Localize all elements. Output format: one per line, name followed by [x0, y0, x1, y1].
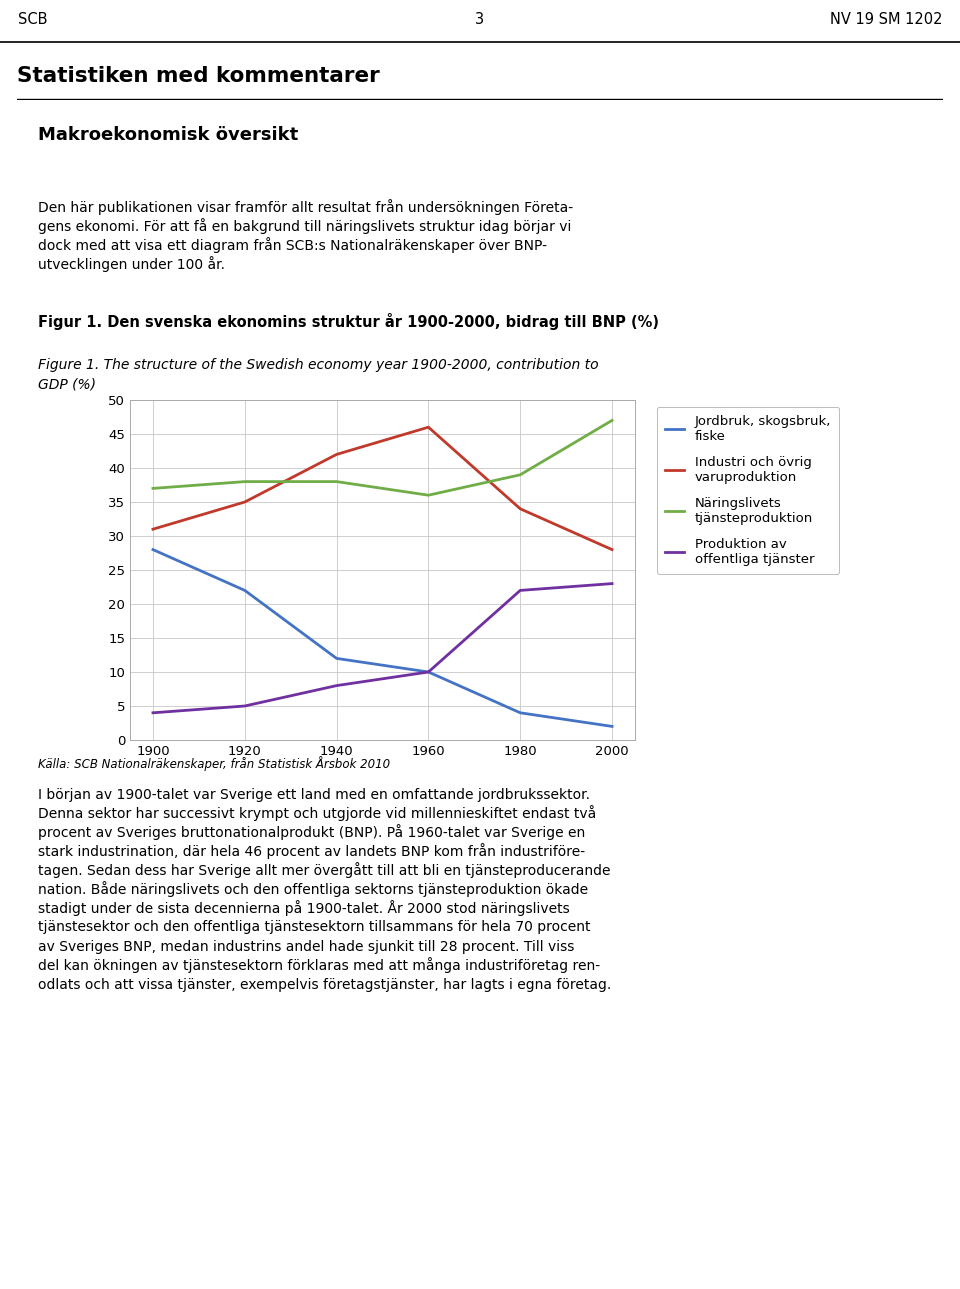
Text: Figur 1. Den svenska ekonomins struktur år 1900-2000, bidrag till BNP (%): Figur 1. Den svenska ekonomins struktur … [38, 312, 660, 330]
Text: stark industrination, där hela 46 procent av landets BNP kom från industriföre-: stark industrination, där hela 46 procen… [38, 843, 586, 860]
Text: Den här publikationen visar framför allt resultat från undersökningen Företa-: Den här publikationen visar framför allt… [38, 200, 573, 215]
Text: Figure 1. The structure of the Swedish economy year 1900-2000, contribution to: Figure 1. The structure of the Swedish e… [38, 358, 599, 373]
Text: dock med att visa ett diagram från SCB:s Nationalräkenskaper över BNP-: dock med att visa ett diagram från SCB:s… [38, 237, 547, 254]
Text: gens ekonomi. För att få en bakgrund till näringslivets struktur idag börjar vi: gens ekonomi. För att få en bakgrund til… [38, 219, 572, 235]
Text: del kan ökningen av tjänstesektorn förklaras med att många industriföretag ren-: del kan ökningen av tjänstesektorn förkl… [38, 958, 601, 973]
Text: tagen. Sedan dess har Sverige allt mer övergått till att bli en tjänsteproducera: tagen. Sedan dess har Sverige allt mer ö… [38, 862, 611, 879]
Text: I början av 1900-talet var Sverige ett land med en omfattande jordbrukssektor.: I början av 1900-talet var Sverige ett l… [38, 788, 590, 802]
Text: GDP (%): GDP (%) [38, 376, 96, 391]
Text: tjänstesektor och den offentliga tjänstesektorn tillsammans för hela 70 procent: tjänstesektor och den offentliga tjänste… [38, 920, 591, 935]
Text: Statistiken med kommentarer: Statistiken med kommentarer [17, 66, 380, 86]
Text: odlats och att vissa tjänster, exempelvis företagstjänster, har lagts i egna för: odlats och att vissa tjänster, exempelvi… [38, 977, 612, 991]
Text: procent av Sveriges bruttonationalprodukt (BNP). På 1960-talet var Sverige en: procent av Sveriges bruttonationalproduk… [38, 825, 586, 840]
Legend: Jordbruk, skogsbruk,
fiske, Industri och övrig
varuproduktion, Näringslivets
tjä: Jordbruk, skogsbruk, fiske, Industri och… [657, 406, 839, 574]
Text: nation. Både näringslivets och den offentliga sektorns tjänsteproduktion ökade: nation. Både näringslivets och den offen… [38, 882, 588, 897]
Text: av Sveriges BNP, medan industrins andel hade sjunkit till 28 procent. Till viss: av Sveriges BNP, medan industrins andel … [38, 940, 575, 954]
Text: stadigt under de sista decennierna på 1900-talet. År 2000 stod näringslivets: stadigt under de sista decennierna på 19… [38, 901, 570, 916]
Text: Denna sektor har successivt krympt och utgjorde vid millennieskiftet endast två: Denna sektor har successivt krympt och u… [38, 806, 597, 821]
Text: Källa: SCB Nationalräkenskaper, från Statistisk Årsbok 2010: Källa: SCB Nationalräkenskaper, från Sta… [38, 757, 391, 772]
Text: 3: 3 [475, 12, 485, 27]
Text: utvecklingen under 100 år.: utvecklingen under 100 år. [38, 257, 226, 272]
Text: SCB: SCB [18, 12, 47, 27]
Text: Makroekonomisk översikt: Makroekonomisk översikt [38, 126, 299, 144]
Text: NV 19 SM 1202: NV 19 SM 1202 [829, 12, 942, 27]
